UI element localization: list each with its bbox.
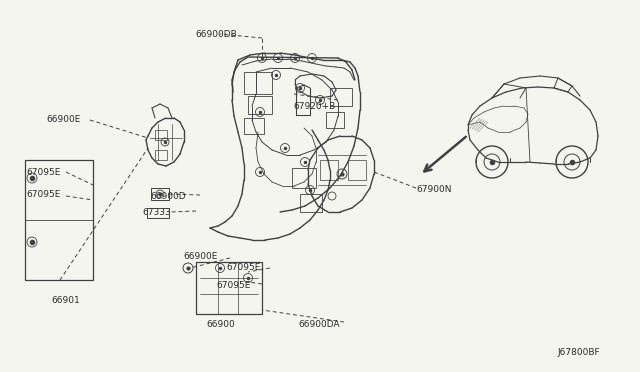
Bar [292, 168, 316, 188]
Text: 66900DA: 66900DA [298, 320, 340, 329]
Text: 66900E: 66900E [183, 252, 218, 261]
Text: 67095E: 67095E [26, 190, 60, 199]
Bar [155, 150, 167, 160]
Text: 66900D: 66900D [150, 192, 186, 201]
Text: 67095E: 67095E [26, 168, 60, 177]
Bar [147, 208, 169, 218]
Bar [300, 194, 322, 212]
Text: 66900E: 66900E [46, 115, 81, 124]
Bar [155, 130, 167, 140]
Bar [320, 160, 338, 180]
Bar [330, 88, 352, 106]
Text: J67800BF: J67800BF [557, 348, 600, 357]
Text: 66901: 66901 [51, 296, 80, 305]
Bar [244, 118, 264, 134]
Text: 67095E: 67095E [216, 281, 250, 290]
Bar [248, 96, 272, 114]
Bar [196, 262, 262, 314]
Text: 67333: 67333 [142, 208, 171, 217]
Bar [25, 160, 93, 280]
Text: 66900: 66900 [206, 320, 235, 329]
Bar [326, 112, 344, 128]
Text: 67920+B: 67920+B [293, 102, 335, 111]
Text: 67095E: 67095E [226, 263, 260, 272]
Bar [244, 72, 272, 94]
Bar [348, 160, 366, 180]
Text: 66900DB: 66900DB [195, 30, 237, 39]
Text: 67900N: 67900N [416, 185, 451, 194]
Bar [151, 188, 169, 200]
